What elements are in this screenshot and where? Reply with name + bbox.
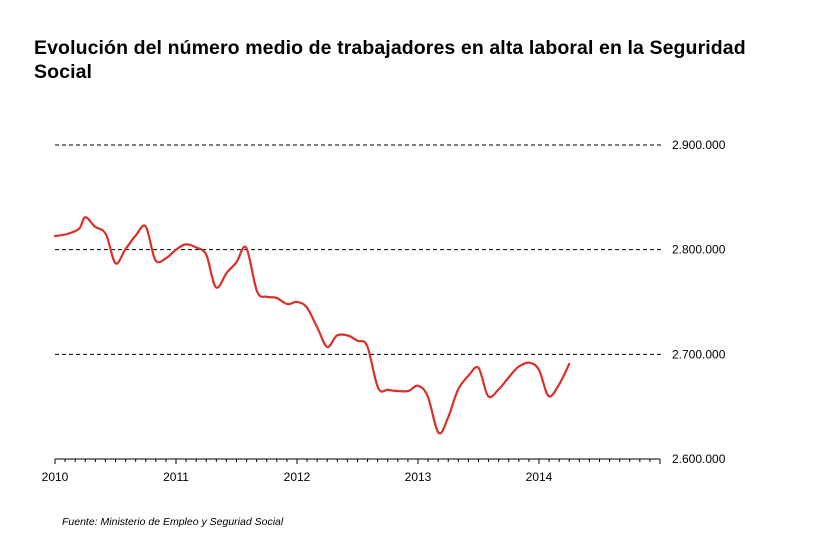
x-tick-label: 2012 [284,470,311,484]
y-axis-labels: 2.900.000 2.800.000 2.700.000 2.600.000 [672,138,726,466]
y-tick-label: 2.600.000 [672,452,726,466]
chart-title: Evolución del número medio de trabajador… [34,37,746,83]
x-tick-label: 2010 [42,470,69,484]
series-line [53,216,571,435]
x-tick-label: 2013 [405,470,432,484]
y-tick-label: 2.800.000 [672,243,726,257]
series-layer [53,216,571,435]
x-tick-label: 2014 [526,470,553,484]
source-note: Fuente: Ministerio de Empleo y Seguriad … [62,516,284,528]
x-tick-label: 2011 [163,470,189,484]
y-tick-label: 2.700.000 [672,347,726,361]
y-tick-label: 2.900.000 [672,138,726,152]
x-axis: 2010 2011 2012 2013 2014 [42,458,661,484]
gridlines [55,144,664,355]
